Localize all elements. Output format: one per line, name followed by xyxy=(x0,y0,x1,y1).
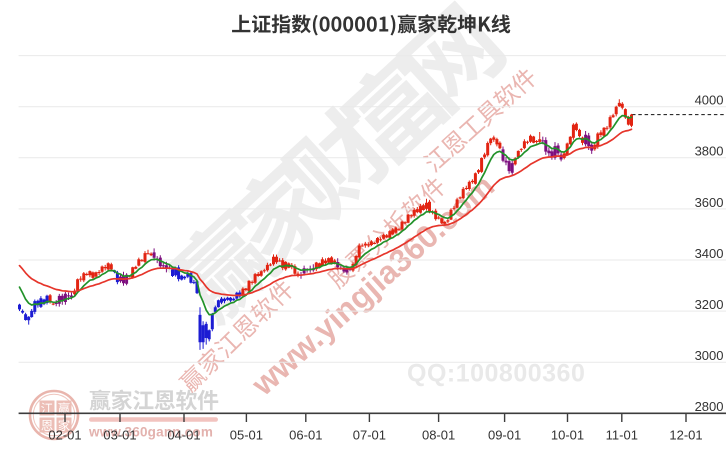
svg-text:www.360gann.com: www.360gann.com xyxy=(88,425,213,440)
svg-text:11-01: 11-01 xyxy=(606,428,638,443)
svg-text:3000: 3000 xyxy=(695,348,724,363)
svg-text:QQ:100800360: QQ:100800360 xyxy=(407,360,585,388)
svg-text:3200: 3200 xyxy=(695,297,724,312)
svg-text:3600: 3600 xyxy=(695,195,724,210)
svg-text:04-01: 04-01 xyxy=(167,428,200,443)
svg-text:10-01: 10-01 xyxy=(551,428,584,443)
svg-text:09-01: 09-01 xyxy=(488,428,521,443)
svg-text:05-01: 05-01 xyxy=(230,428,263,443)
svg-text:3400: 3400 xyxy=(695,246,724,261)
svg-text:2800: 2800 xyxy=(695,399,724,414)
svg-text:03-01: 03-01 xyxy=(103,428,136,443)
svg-text:12-01: 12-01 xyxy=(669,428,702,443)
svg-text:02-01: 02-01 xyxy=(48,428,81,443)
svg-text:08-01: 08-01 xyxy=(422,428,455,443)
svg-text:4000: 4000 xyxy=(695,93,724,108)
svg-text:07-01: 07-01 xyxy=(353,428,386,443)
svg-text:3800: 3800 xyxy=(695,144,724,159)
svg-text:06-01: 06-01 xyxy=(289,428,322,443)
